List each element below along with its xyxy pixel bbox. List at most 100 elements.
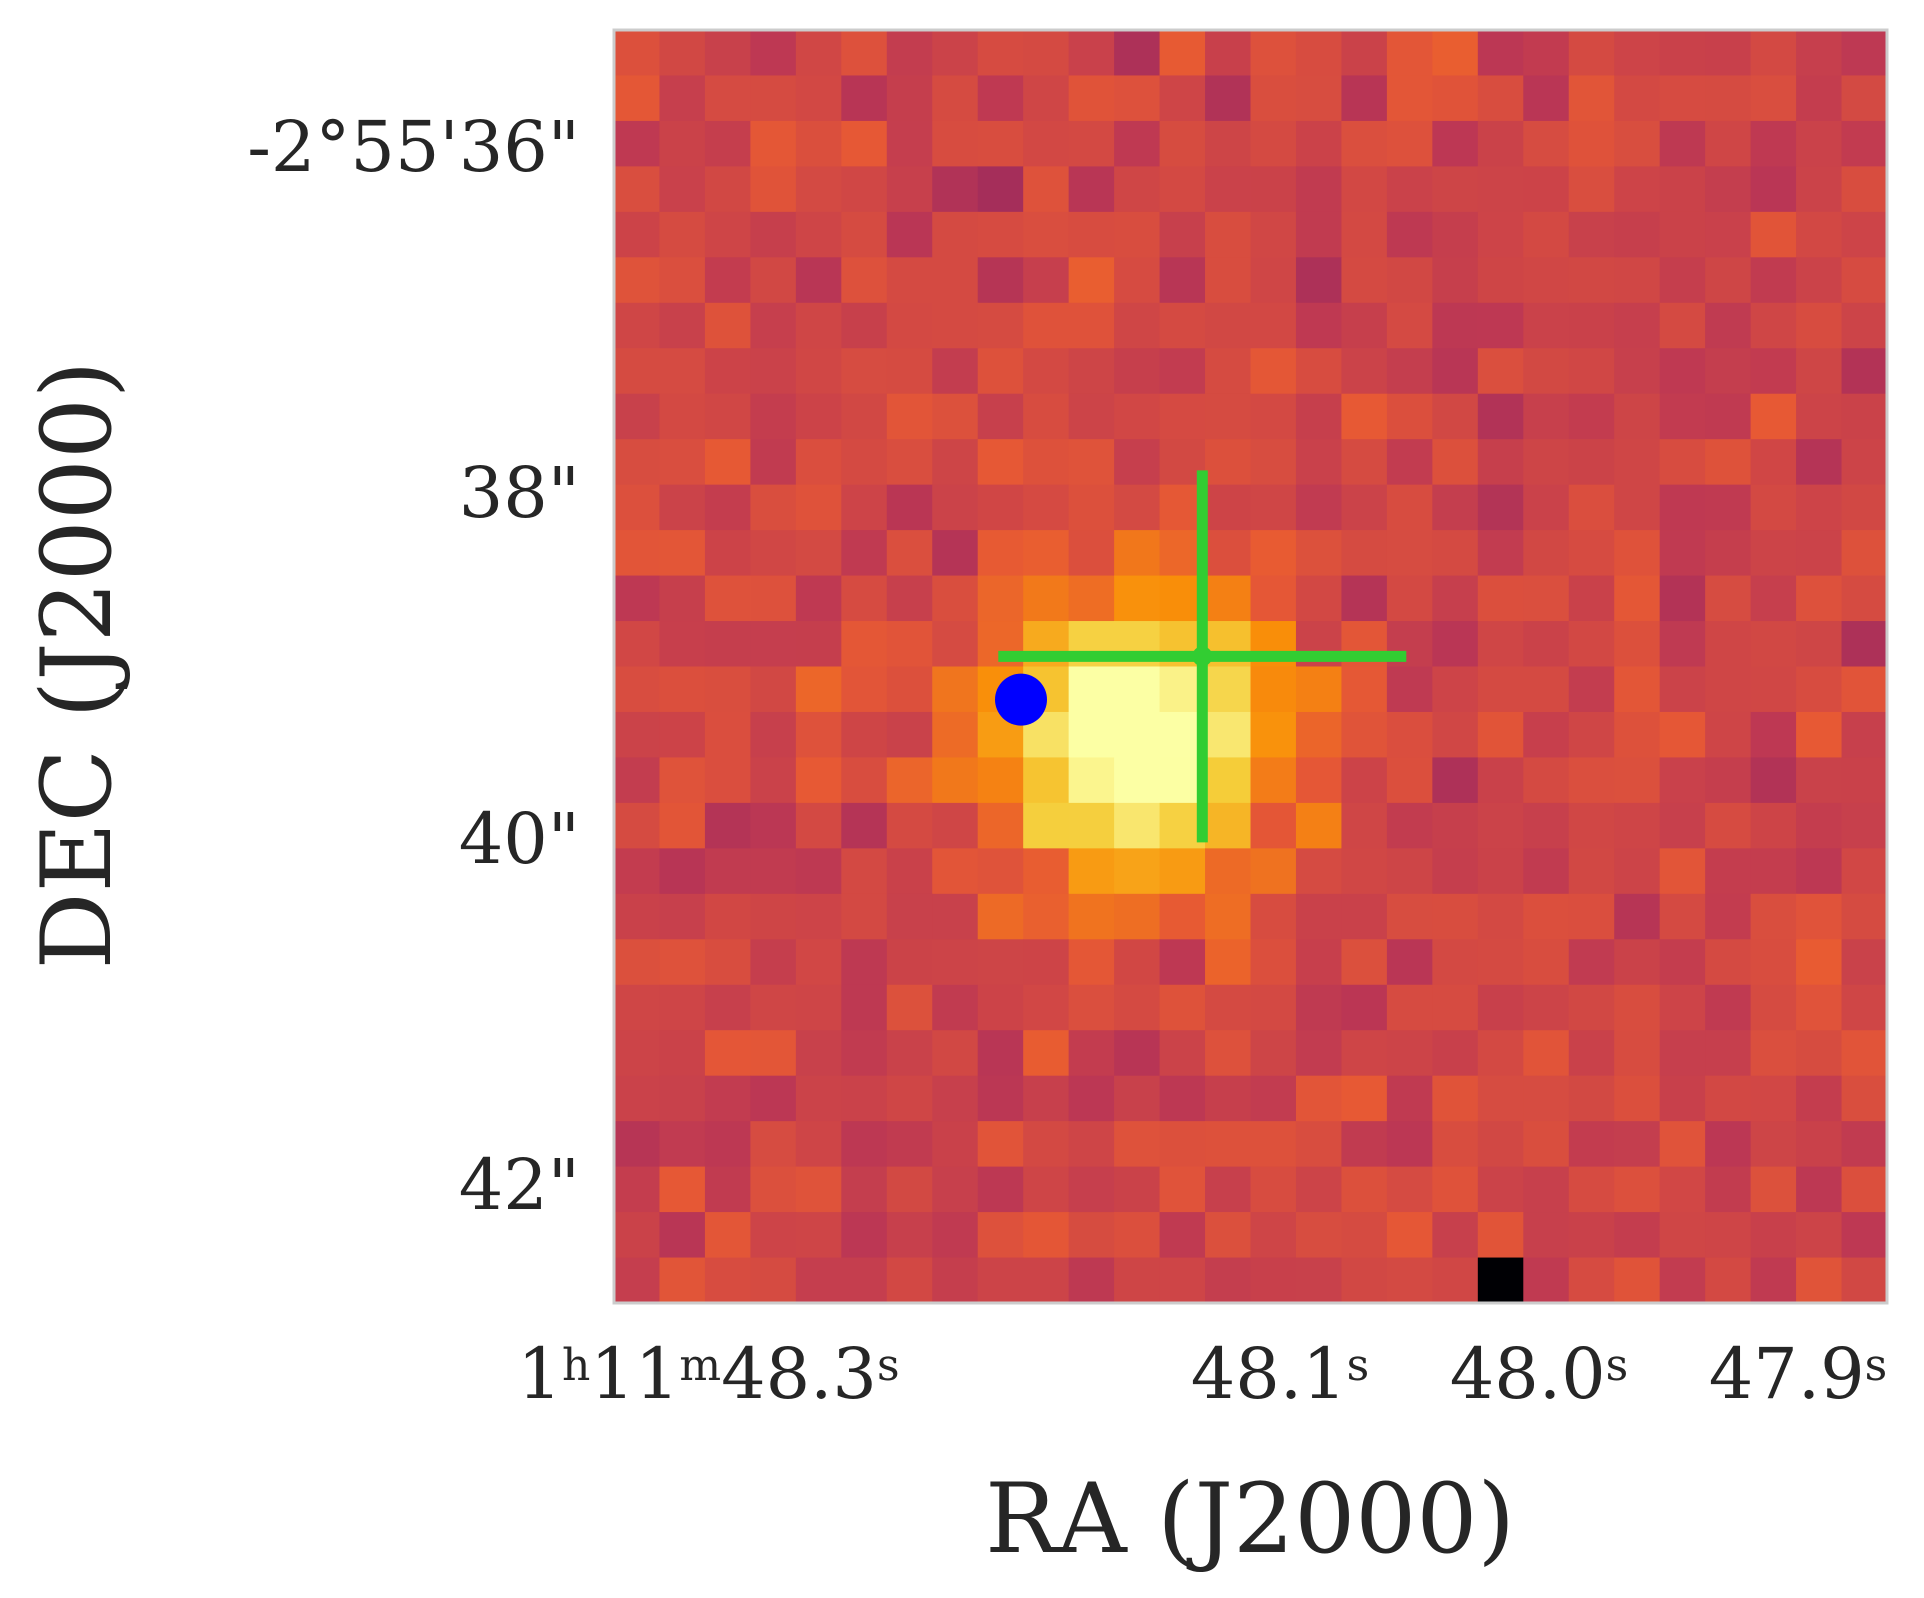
heatmap-cell bbox=[1386, 211, 1433, 258]
heatmap-cell bbox=[1568, 802, 1615, 849]
heatmap-cell bbox=[1841, 348, 1888, 395]
heatmap-cell bbox=[1796, 1121, 1843, 1168]
heatmap-cell bbox=[1705, 302, 1752, 349]
heatmap-cell bbox=[841, 802, 888, 849]
heatmap-cell bbox=[1295, 1030, 1343, 1077]
heatmap-cell bbox=[1205, 1257, 1252, 1304]
heatmap-cell bbox=[1841, 1121, 1888, 1168]
heatmap-cell bbox=[1386, 711, 1433, 759]
heatmap-cell bbox=[704, 802, 751, 849]
heatmap-cell bbox=[1568, 530, 1615, 577]
heatmap-cell bbox=[1523, 1166, 1570, 1213]
heatmap-cell bbox=[1205, 939, 1252, 986]
heatmap-cell bbox=[932, 1121, 979, 1168]
heatmap-cell bbox=[841, 75, 888, 122]
heatmap-cell bbox=[1341, 1030, 1388, 1077]
heatmap-cell bbox=[1159, 166, 1206, 213]
heatmap-cell bbox=[886, 939, 933, 986]
heatmap-cell bbox=[1068, 1121, 1115, 1168]
heatmap-cell bbox=[1750, 393, 1797, 440]
heatmap-cell bbox=[1614, 1166, 1661, 1213]
heatmap-cell bbox=[1068, 257, 1115, 304]
heatmap-cell bbox=[1477, 75, 1524, 122]
heatmap-cell bbox=[1023, 575, 1070, 622]
heatmap-cell bbox=[1750, 257, 1797, 304]
heatmap-cell bbox=[932, 575, 979, 622]
heatmap-cell bbox=[614, 75, 661, 122]
heatmap-cell bbox=[750, 439, 797, 486]
heatmap-cell bbox=[1750, 1075, 1797, 1122]
heatmap-cell bbox=[841, 1257, 888, 1304]
heatmap-cell bbox=[1523, 939, 1570, 986]
heatmap-cell bbox=[1523, 30, 1570, 77]
heatmap-cell bbox=[1523, 893, 1570, 940]
heatmap-cell bbox=[1614, 30, 1661, 77]
heatmap-cell bbox=[1159, 393, 1206, 440]
y-axis-title: DEC (J2000) bbox=[21, 361, 133, 970]
heatmap-cell bbox=[886, 1121, 933, 1168]
heatmap-cell bbox=[1068, 302, 1115, 349]
heatmap-cell bbox=[1659, 621, 1706, 668]
heatmap-cell bbox=[614, 984, 661, 1031]
heatmap-cell bbox=[1432, 1030, 1479, 1077]
heatmap-cell bbox=[1159, 1166, 1206, 1213]
heatmap-cell bbox=[1841, 439, 1888, 486]
heatmap-cell bbox=[932, 439, 979, 486]
heatmap-cell bbox=[1023, 211, 1070, 258]
heatmap-cell bbox=[1386, 393, 1433, 440]
heatmap-cell bbox=[886, 302, 933, 349]
heatmap-cell bbox=[1114, 848, 1161, 895]
heatmap-cell bbox=[886, 711, 933, 759]
heatmap-cell bbox=[1023, 393, 1070, 440]
heatmap-cell bbox=[659, 848, 706, 895]
heatmap-cell bbox=[1659, 1257, 1706, 1304]
heatmap-cell bbox=[1341, 393, 1388, 440]
heatmap-cell bbox=[1432, 1212, 1479, 1259]
heatmap-cell bbox=[1205, 302, 1252, 349]
heatmap-cell bbox=[1068, 439, 1115, 486]
heatmap-cell bbox=[1659, 211, 1706, 258]
heatmap-cell bbox=[1568, 666, 1615, 713]
heatmap-cell bbox=[795, 1166, 842, 1213]
heatmap-cell bbox=[1159, 1030, 1206, 1077]
heatmap-cell bbox=[1796, 120, 1843, 167]
heatmap-cell bbox=[1295, 120, 1343, 167]
heatmap-cell bbox=[614, 439, 661, 486]
heatmap-cell bbox=[841, 621, 888, 668]
heatmap-cell bbox=[1705, 939, 1752, 986]
heatmap-cell bbox=[841, 1121, 888, 1168]
heatmap-cell bbox=[1659, 484, 1706, 531]
heatmap-cell bbox=[704, 984, 751, 1031]
heatmap-cell bbox=[1068, 166, 1115, 213]
heatmap-cell bbox=[659, 75, 706, 122]
heatmap-cell bbox=[1068, 393, 1115, 440]
heatmap-cell bbox=[795, 211, 842, 258]
heatmap-cell bbox=[1205, 257, 1252, 304]
heatmap-cell bbox=[1614, 439, 1661, 486]
heatmap-cell bbox=[841, 1030, 888, 1077]
heatmap-cell bbox=[1750, 666, 1797, 713]
heatmap-cell bbox=[1205, 211, 1252, 258]
heatmap-cell bbox=[932, 1030, 979, 1077]
heatmap-cell bbox=[886, 166, 933, 213]
heatmap-cell bbox=[1705, 1166, 1752, 1213]
heatmap-cell bbox=[1068, 893, 1115, 940]
heatmap-cell bbox=[1341, 1075, 1388, 1122]
heatmap-cell bbox=[1659, 1075, 1706, 1122]
heatmap-cell bbox=[704, 757, 751, 804]
heatmap-cell bbox=[1659, 166, 1706, 213]
heatmap-cell bbox=[932, 848, 979, 895]
heatmap-cell bbox=[1250, 302, 1297, 349]
heatmap-cell bbox=[886, 530, 933, 577]
heatmap-cell bbox=[1386, 1030, 1433, 1077]
heatmap-cell bbox=[750, 984, 797, 1031]
heatmap-cell bbox=[886, 120, 933, 167]
heatmap-cell bbox=[977, 984, 1024, 1031]
heatmap-cell bbox=[932, 166, 979, 213]
heatmap-cell bbox=[795, 120, 842, 167]
heatmap-cell bbox=[1432, 120, 1479, 167]
heatmap-cell bbox=[614, 757, 661, 804]
heatmap-cell bbox=[1841, 1166, 1888, 1213]
heatmap-cell bbox=[659, 530, 706, 577]
heatmap-cell bbox=[1386, 575, 1433, 622]
